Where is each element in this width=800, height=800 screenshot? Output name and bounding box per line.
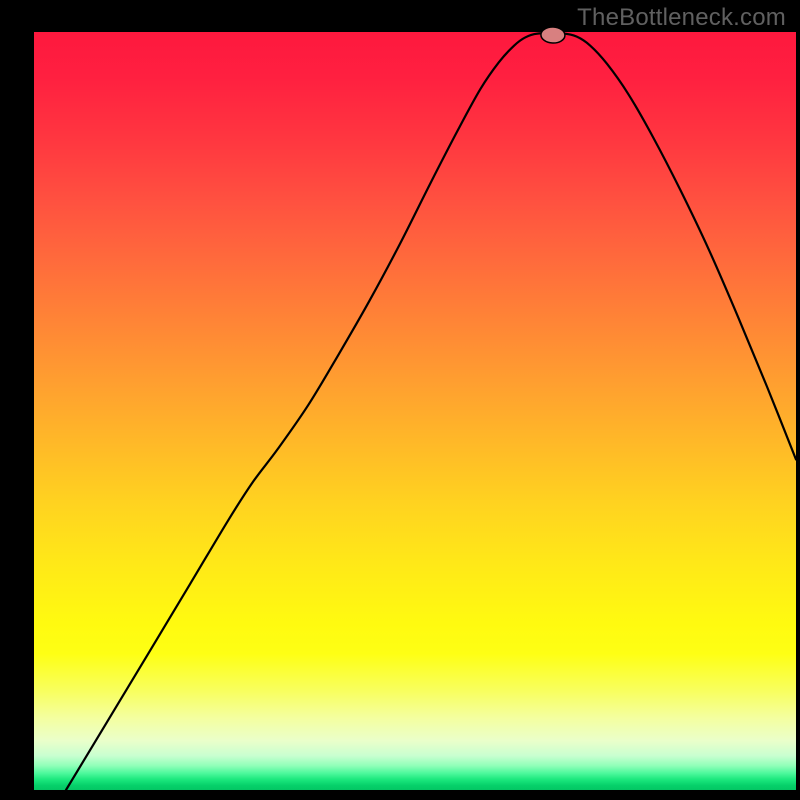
watermark-text: TheBottleneck.com (577, 4, 786, 32)
chart-background-gradient (34, 32, 796, 790)
bottleneck-chart (0, 0, 800, 800)
optimal-point-marker (541, 27, 566, 44)
